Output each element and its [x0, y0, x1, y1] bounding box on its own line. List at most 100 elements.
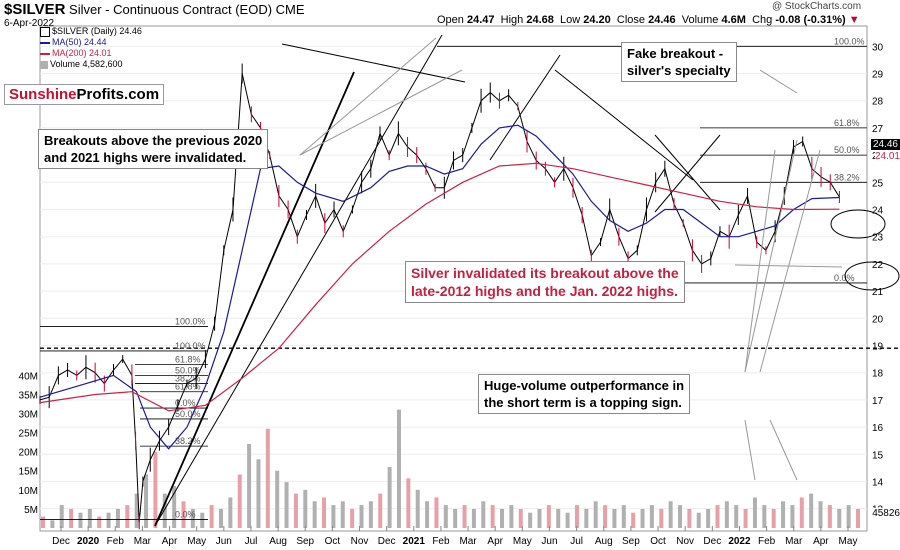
volume-bar: [200, 512, 205, 528]
y-tick-label: 21: [872, 287, 884, 298]
volume-bar: [256, 459, 261, 528]
trend-line: [654, 134, 721, 211]
callout-pointer: [744, 419, 756, 481]
volume-bar: [518, 508, 523, 528]
volume-bar: [434, 497, 439, 528]
volume-tick-label: 40M: [19, 371, 38, 382]
volume-bar: [640, 508, 645, 528]
volume-bar: [546, 505, 551, 528]
volume-tick-label: 20M: [19, 448, 38, 459]
level-label: 0.0%: [834, 273, 855, 283]
x-tick-label: 2021: [403, 536, 426, 547]
volume-bar: [312, 501, 317, 528]
volume-tick-label: 10M: [19, 486, 38, 497]
volume-bar: [668, 501, 673, 528]
trend-line: [654, 134, 721, 213]
x-tick-label: Jun: [541, 536, 557, 547]
x-tick-label: Oct: [325, 536, 341, 547]
y-tick-label: 20: [872, 314, 884, 325]
volume-bar: [247, 444, 252, 528]
volume-bar: [406, 478, 411, 528]
level-label: 0.0%: [175, 398, 196, 408]
trend-line: [489, 54, 561, 161]
legend-price-swatch-icon: [40, 26, 50, 37]
trend-line: [554, 69, 694, 181]
volume-bar: [172, 486, 177, 528]
volume-bar: [706, 508, 711, 528]
series-line-ma50: [39, 124, 840, 450]
volume-bar: [134, 493, 139, 528]
callout-pointer: [769, 419, 798, 481]
volume-bar: [218, 508, 223, 528]
y-tick-label: 24: [872, 206, 884, 217]
y-tick-label: 14: [872, 477, 884, 488]
trend-lines: [154, 34, 900, 527]
y-tick-label: 28: [872, 97, 884, 108]
y-tick-label: 27: [872, 124, 884, 135]
fibonacci-levels: 100.0%61.8%50.0%38.2%0.0%100.0%100.0%61.…: [40, 36, 900, 520]
volume-tick-label: 35M: [19, 390, 38, 401]
volume-bar: [490, 505, 495, 528]
legend-price: $SILVER (Daily) 24.46: [40, 26, 142, 37]
level-label: 61.8%: [834, 118, 860, 128]
level-label: 61.8%: [175, 382, 201, 392]
price-axis: 131415161718192021222324252627282930: [872, 42, 884, 515]
level-label: 50.0%: [175, 365, 201, 375]
volume-bar: [144, 474, 149, 528]
chart-legend: $SILVER (Daily) 24.46 MA(50) 24.44 MA(20…: [40, 26, 142, 70]
volume-bar: [340, 501, 345, 528]
callout-pointer: [759, 149, 821, 373]
volume-bar: [50, 520, 55, 528]
y-tick-label: 19: [872, 341, 884, 352]
volume-bar: [734, 505, 739, 528]
volume-bar: [69, 508, 74, 528]
volume-bar: [443, 505, 448, 528]
x-tick-label: Jun: [216, 536, 232, 547]
volume-bar: [303, 489, 308, 528]
huge-volume-note: Huge-volume outperformance in the short …: [478, 374, 691, 414]
x-tick-label: Aug: [595, 536, 613, 547]
last-price-label: 24.46: [870, 139, 900, 150]
x-tick-label: Jul: [245, 536, 258, 547]
volume-bar: [331, 505, 336, 528]
brand-label: @ StockCharts.com: [772, 1, 862, 12]
last-volume-label: 45826: [872, 508, 900, 519]
volume-bar: [856, 508, 860, 528]
x-tick-label: May: [839, 536, 858, 547]
x-tick-label: Feb: [758, 536, 776, 547]
volume-tick-label: 30M: [19, 409, 38, 420]
price-series: [39, 63, 840, 530]
ma-price-label: 24.01: [874, 151, 900, 162]
volume-bar: [378, 493, 383, 528]
legend-ma50-swatch-icon: [40, 41, 50, 44]
volume-bar: [322, 497, 327, 528]
level-label: 100.0%: [834, 36, 865, 46]
y-tick-label: 16: [872, 423, 884, 434]
x-tick-label: Sep: [296, 536, 314, 547]
volume-bar: [471, 508, 476, 528]
trend-line: [154, 34, 443, 527]
volume-bar: [106, 512, 111, 528]
volume-bar: [715, 505, 720, 528]
volume-bar: [59, 505, 64, 528]
volume-bar: [612, 508, 617, 528]
legend-volume-swatch-icon: [40, 60, 48, 69]
callout-pointer: [299, 69, 463, 156]
y-tick-label: 17: [872, 396, 884, 407]
volume-bar: [556, 508, 561, 528]
silver-invalidated-note: Silver invalidated its breakout above th…: [405, 261, 685, 303]
volume-bar: [275, 470, 280, 528]
volume-bar: [350, 508, 355, 528]
x-tick-label: Feb: [432, 536, 450, 547]
volume-bar: [528, 512, 533, 528]
volume-bar: [425, 501, 430, 528]
level-label: 100.0%: [175, 316, 206, 326]
volume-bar: [678, 505, 683, 528]
volume-bar: [415, 489, 420, 528]
down-arrow-icon: ▼: [848, 14, 860, 26]
legend-ma200: MA(200) 24.01: [40, 48, 142, 59]
volume-tick-label: 15M: [19, 467, 38, 478]
trend-line: [281, 43, 466, 83]
level-label: 50.0%: [834, 145, 860, 155]
x-tick-label: Dec: [52, 536, 70, 547]
